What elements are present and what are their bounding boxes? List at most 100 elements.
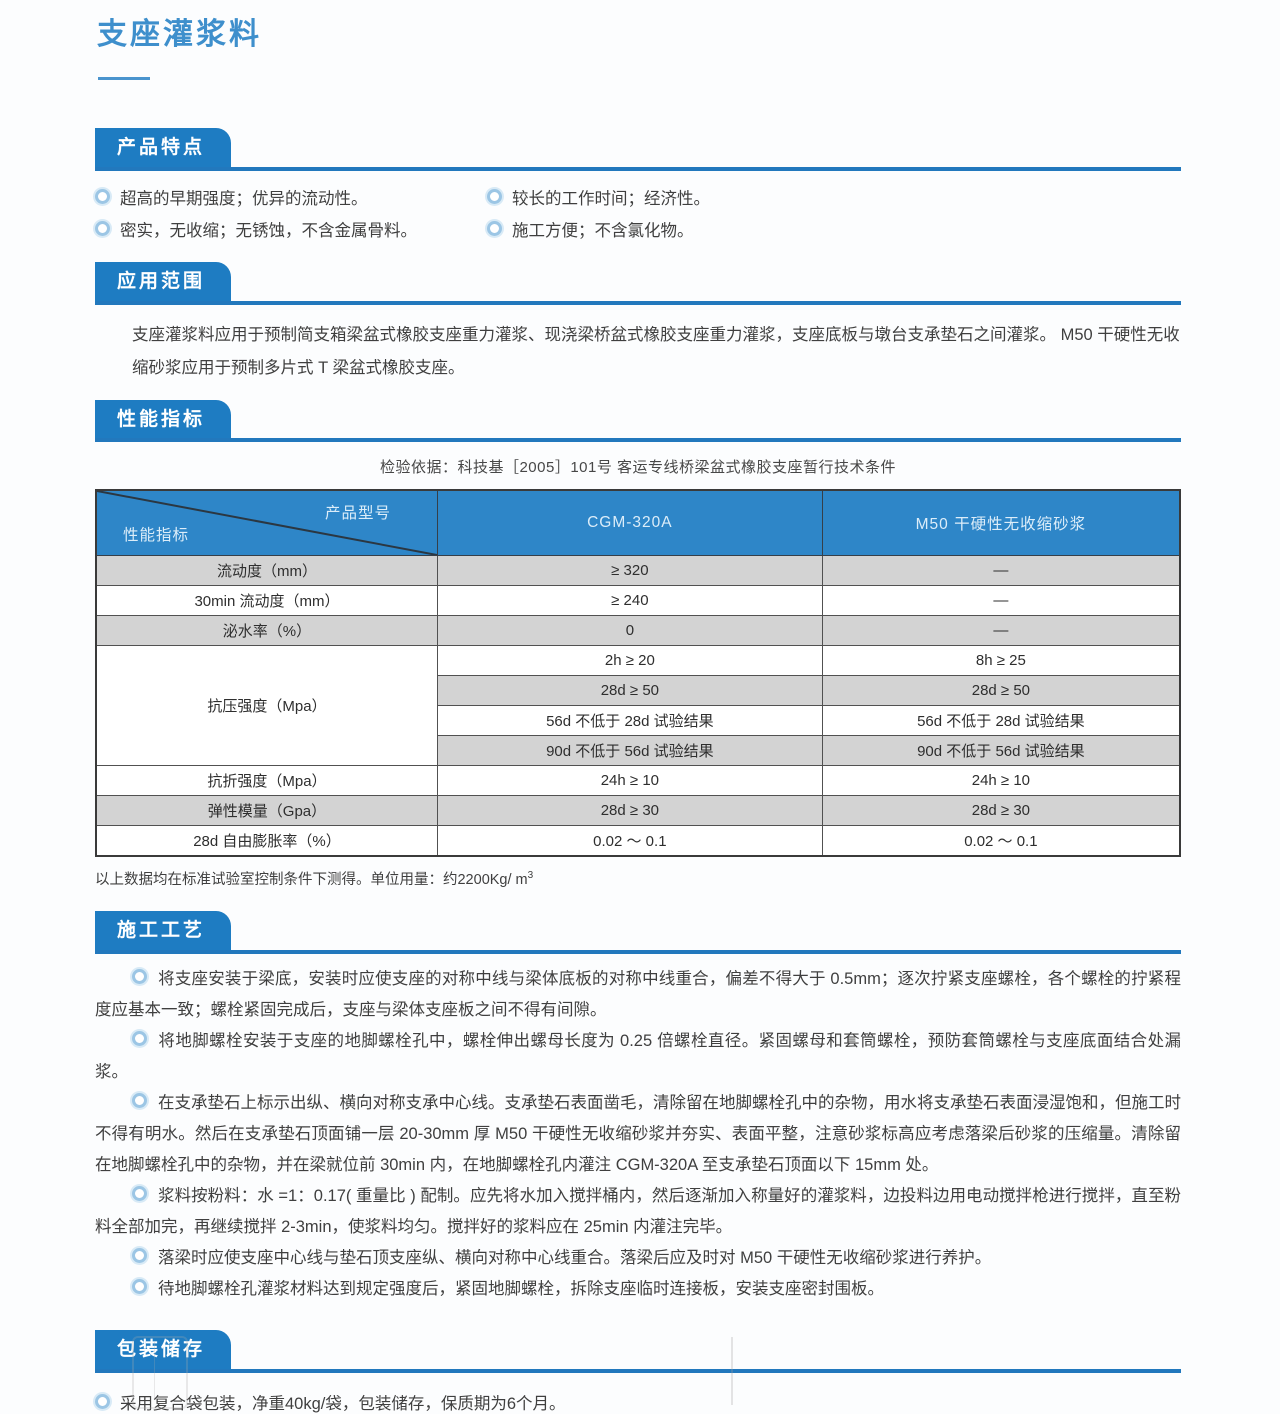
ring-bullet-icon [487,189,502,205]
cell-value: 28d ≥ 50 [821,675,1181,707]
paragraph-text: 浆料按粉料：水 =1：0.17( 重量比 ) 配制。应先将水加入搅拌桶内，然后逐… [95,1187,1181,1236]
performance-table: 产品型号 性能指标 CGM-320A M50 干硬性无收缩砂浆 流动度（mm） … [95,489,1181,858]
cell-value: 56d 不低于 28d 试验结果 [436,705,823,737]
row-label: 28d 自由膨胀率（%） [95,825,438,857]
table-row: 弹性模量（Gpa） 28d ≥ 30 28d ≥ 30 [95,795,1181,827]
watermark-bag-outline [132,1336,188,1409]
paragraph-text: 将支座安装于梁底，安装时应使支座的对称中线与梁体底板的对称中线重合，偏差不得大于… [95,970,1181,1019]
table-row: 抗折强度（Mpa） 24h ≥ 10 24h ≥ 10 [95,765,1181,797]
construction-paragraph: 在支承垫石上标示出纵、横向对称支承中心线。支承垫石表面凿毛，清除留在地脚螺栓孔中… [95,1088,1181,1181]
feature-list: 超高的早期强度；优异的流动性。 密实，无收缩；无锈蚀，不含金属骨料。 较长的工作… [95,181,1181,245]
watermark-vertical-line [731,1337,733,1405]
section-application-header: 应用范围 [95,261,232,301]
feature-item: 密实，无收缩；无锈蚀，不含金属骨料。 [95,213,487,245]
construction-paragraphs: 将支座安装于梁底，安装时应使支座的对称中线与梁体底板的对称中线重合，偏差不得大于… [95,964,1181,1305]
table-row: 抗压强度（Mpa） 2h ≥ 20 8h ≥ 25 [95,645,1181,767]
feature-text: 施工方便；不含氯化物。 [512,221,694,240]
section-header-bar: 施工工艺 [95,911,1181,954]
cell-value: 2h ≥ 20 [436,645,823,677]
table-footnote: 以上数据均在标准试验室控制条件下测得。单位用量：约2200Kg/ m3 [95,868,1181,889]
cell-value: 8h ≥ 25 [821,645,1181,677]
watermark-bag-fold-line [154,1342,155,1400]
ring-bullet-icon [95,221,110,237]
construction-paragraph: 浆料按粉料：水 =1：0.17( 重量比 ) 配制。应先将水加入搅拌桶内，然后逐… [95,1181,1181,1243]
section-performance: 性能指标 检验依据：科技基［2005］101号 客运专线桥梁盆式橡胶支座暂行技术… [95,399,1181,890]
cell-value: 0.02 ～ 0.1 [821,825,1181,857]
paragraph-text: 落梁时应使支座中心线与垫石顶支座纵、横向对称中心线重合。落梁后应及时对 M50 … [158,1249,992,1267]
table-row: 28d 自由膨胀率（%） 0.02 ～ 0.1 0.02 ～ 0.1 [95,825,1181,857]
column-header-m50: M50 干硬性无收缩砂浆 [821,489,1181,557]
ring-bullet-icon [132,1248,147,1263]
ring-bullet-icon [132,1031,147,1046]
corner-label-performance-index: 性能指标 [123,527,190,545]
section-performance-header: 性能指标 [95,399,232,439]
row-label-compressive-strength: 抗压强度（Mpa） [95,645,438,767]
cell-value: 28d ≥ 30 [821,795,1181,827]
row-label: 流动度（mm） [95,555,438,587]
table-row: 30min 流动度（mm） ≥ 240 — [95,585,1181,617]
document-page: 支座灌浆料 产品特点 超高的早期强度；优异的流动性。 密实，无收缩；无锈蚀，不含… [95,0,1181,1414]
section-packaging: 包装储存 [95,1330,1181,1373]
ring-bullet-icon [132,1186,147,1201]
cell-value: 0 [436,615,823,647]
cell-value: 0.02 ～ 0.1 [436,825,823,857]
paragraph-text: 待地脚螺栓孔灌浆材料达到规定强度后，紧固地脚螺栓，拆除支座临时连接板，安装支座密… [158,1280,884,1298]
cell-value: — [821,585,1181,617]
section-features: 产品特点 超高的早期强度；优异的流动性。 密实，无收缩；无锈蚀，不含金属骨料。 … [95,128,1181,245]
paragraph-text: 将地脚螺栓安装于支座的地脚螺栓孔中，螺栓伸出螺母长度为 0.25 倍螺栓直径。紧… [95,1032,1181,1081]
cell-value: ≥ 240 [436,585,823,617]
packaging-item: 采用复合袋包装，净重40kg/袋，包装储存，保质期为6个月。 [95,1390,1181,1414]
cell-value: 24h ≥ 10 [436,765,823,797]
ring-bullet-icon [95,1394,110,1410]
feature-text: 超高的早期强度；优异的流动性。 [120,189,368,208]
feature-item: 施工方便；不含氯化物。 [487,213,1181,245]
feature-column-left: 超高的早期强度；优异的流动性。 密实，无收缩；无锈蚀，不含金属骨料。 [95,181,487,245]
construction-paragraph: 将地脚螺栓安装于支座的地脚螺栓孔中，螺栓伸出螺母长度为 0.25 倍螺栓直径。紧… [95,1026,1181,1088]
footnote-text: 以上数据均在标准试验室控制条件下测得。单位用量：约2200Kg/ m [95,872,528,889]
footnote-superscript: 3 [527,870,534,882]
cell-value: 90d 不低于 56d 试验结果 [821,735,1181,767]
ring-bullet-icon [132,1279,147,1294]
cell-value: — [821,615,1181,647]
table-row: 流动度（mm） ≥ 320 — [95,555,1181,587]
title-underline [98,77,150,80]
feature-text: 较长的工作时间；经济性。 [512,189,710,208]
section-header-bar: 性能指标 [95,399,1181,443]
feature-item: 较长的工作时间；经济性。 [487,181,1181,213]
section-packaging-header: 包装储存 [95,1330,232,1369]
section-header-bar: 产品特点 [95,128,1181,171]
table-row: 泌水率（%） 0 — [95,615,1181,647]
corner-label-product-model: 产品型号 [324,505,391,523]
ring-bullet-icon [95,189,110,205]
cell-value: ≥ 320 [436,555,823,587]
section-application: 应用范围 支座灌浆料应用于预制简支箱梁盆式橡胶支座重力灌浆、现浇梁桥盆式橡胶支座… [95,261,1181,385]
section-construction: 施工工艺 将支座安装于梁底，安装时应使支座的对称中线与梁体底板的对称中线重合，偏… [95,911,1181,1305]
cell-value: 28d ≥ 50 [436,675,823,707]
section-header-bar: 包装储存 [95,1330,1181,1373]
row-label: 抗折强度（Mpa） [95,765,438,797]
table-header-row: 产品型号 性能指标 CGM-320A M50 干硬性无收缩砂浆 [95,489,1181,557]
section-construction-header: 施工工艺 [95,911,232,950]
cell-value: 24h ≥ 10 [821,765,1181,797]
feature-text: 密实，无收缩；无锈蚀，不含金属骨料。 [120,221,417,240]
column-header-cgm320a: CGM-320A [436,489,823,557]
ring-bullet-icon [132,969,147,984]
table-corner-cell: 产品型号 性能指标 [95,489,438,557]
row-label: 弹性模量（Gpa） [95,795,438,827]
test-basis-text: 检验依据：科技基［2005］101号 客运专线桥梁盆式橡胶支座暂行技术条件 [379,459,897,477]
diagonal-divider-line [97,491,437,555]
ring-bullet-icon [487,221,502,237]
application-text: 支座灌浆料应用于预制简支箱梁盆式橡胶支座重力灌浆、现浇梁桥盆式橡胶支座重力灌浆，… [132,325,1180,377]
feature-item: 超高的早期强度；优异的流动性。 [95,181,487,213]
row-label: 30min 流动度（mm） [95,585,438,617]
section-features-header: 产品特点 [95,128,232,167]
construction-paragraph: 将支座安装于梁底，安装时应使支座的对称中线与梁体底板的对称中线重合，偏差不得大于… [95,964,1181,1026]
cell-value: 56d 不低于 28d 试验结果 [821,705,1181,737]
page-title: 支座灌浆料 [97,18,262,51]
row-label: 泌水率（%） [95,615,438,647]
ring-bullet-icon [132,1093,147,1108]
paragraph-text: 在支承垫石上标示出纵、横向对称支承中心线。支承垫石表面凿毛，清除留在地脚螺栓孔中… [95,1094,1181,1174]
cell-value: — [821,555,1181,587]
cell-value: 28d ≥ 30 [436,795,823,827]
cell-value: 90d 不低于 56d 试验结果 [436,735,823,767]
